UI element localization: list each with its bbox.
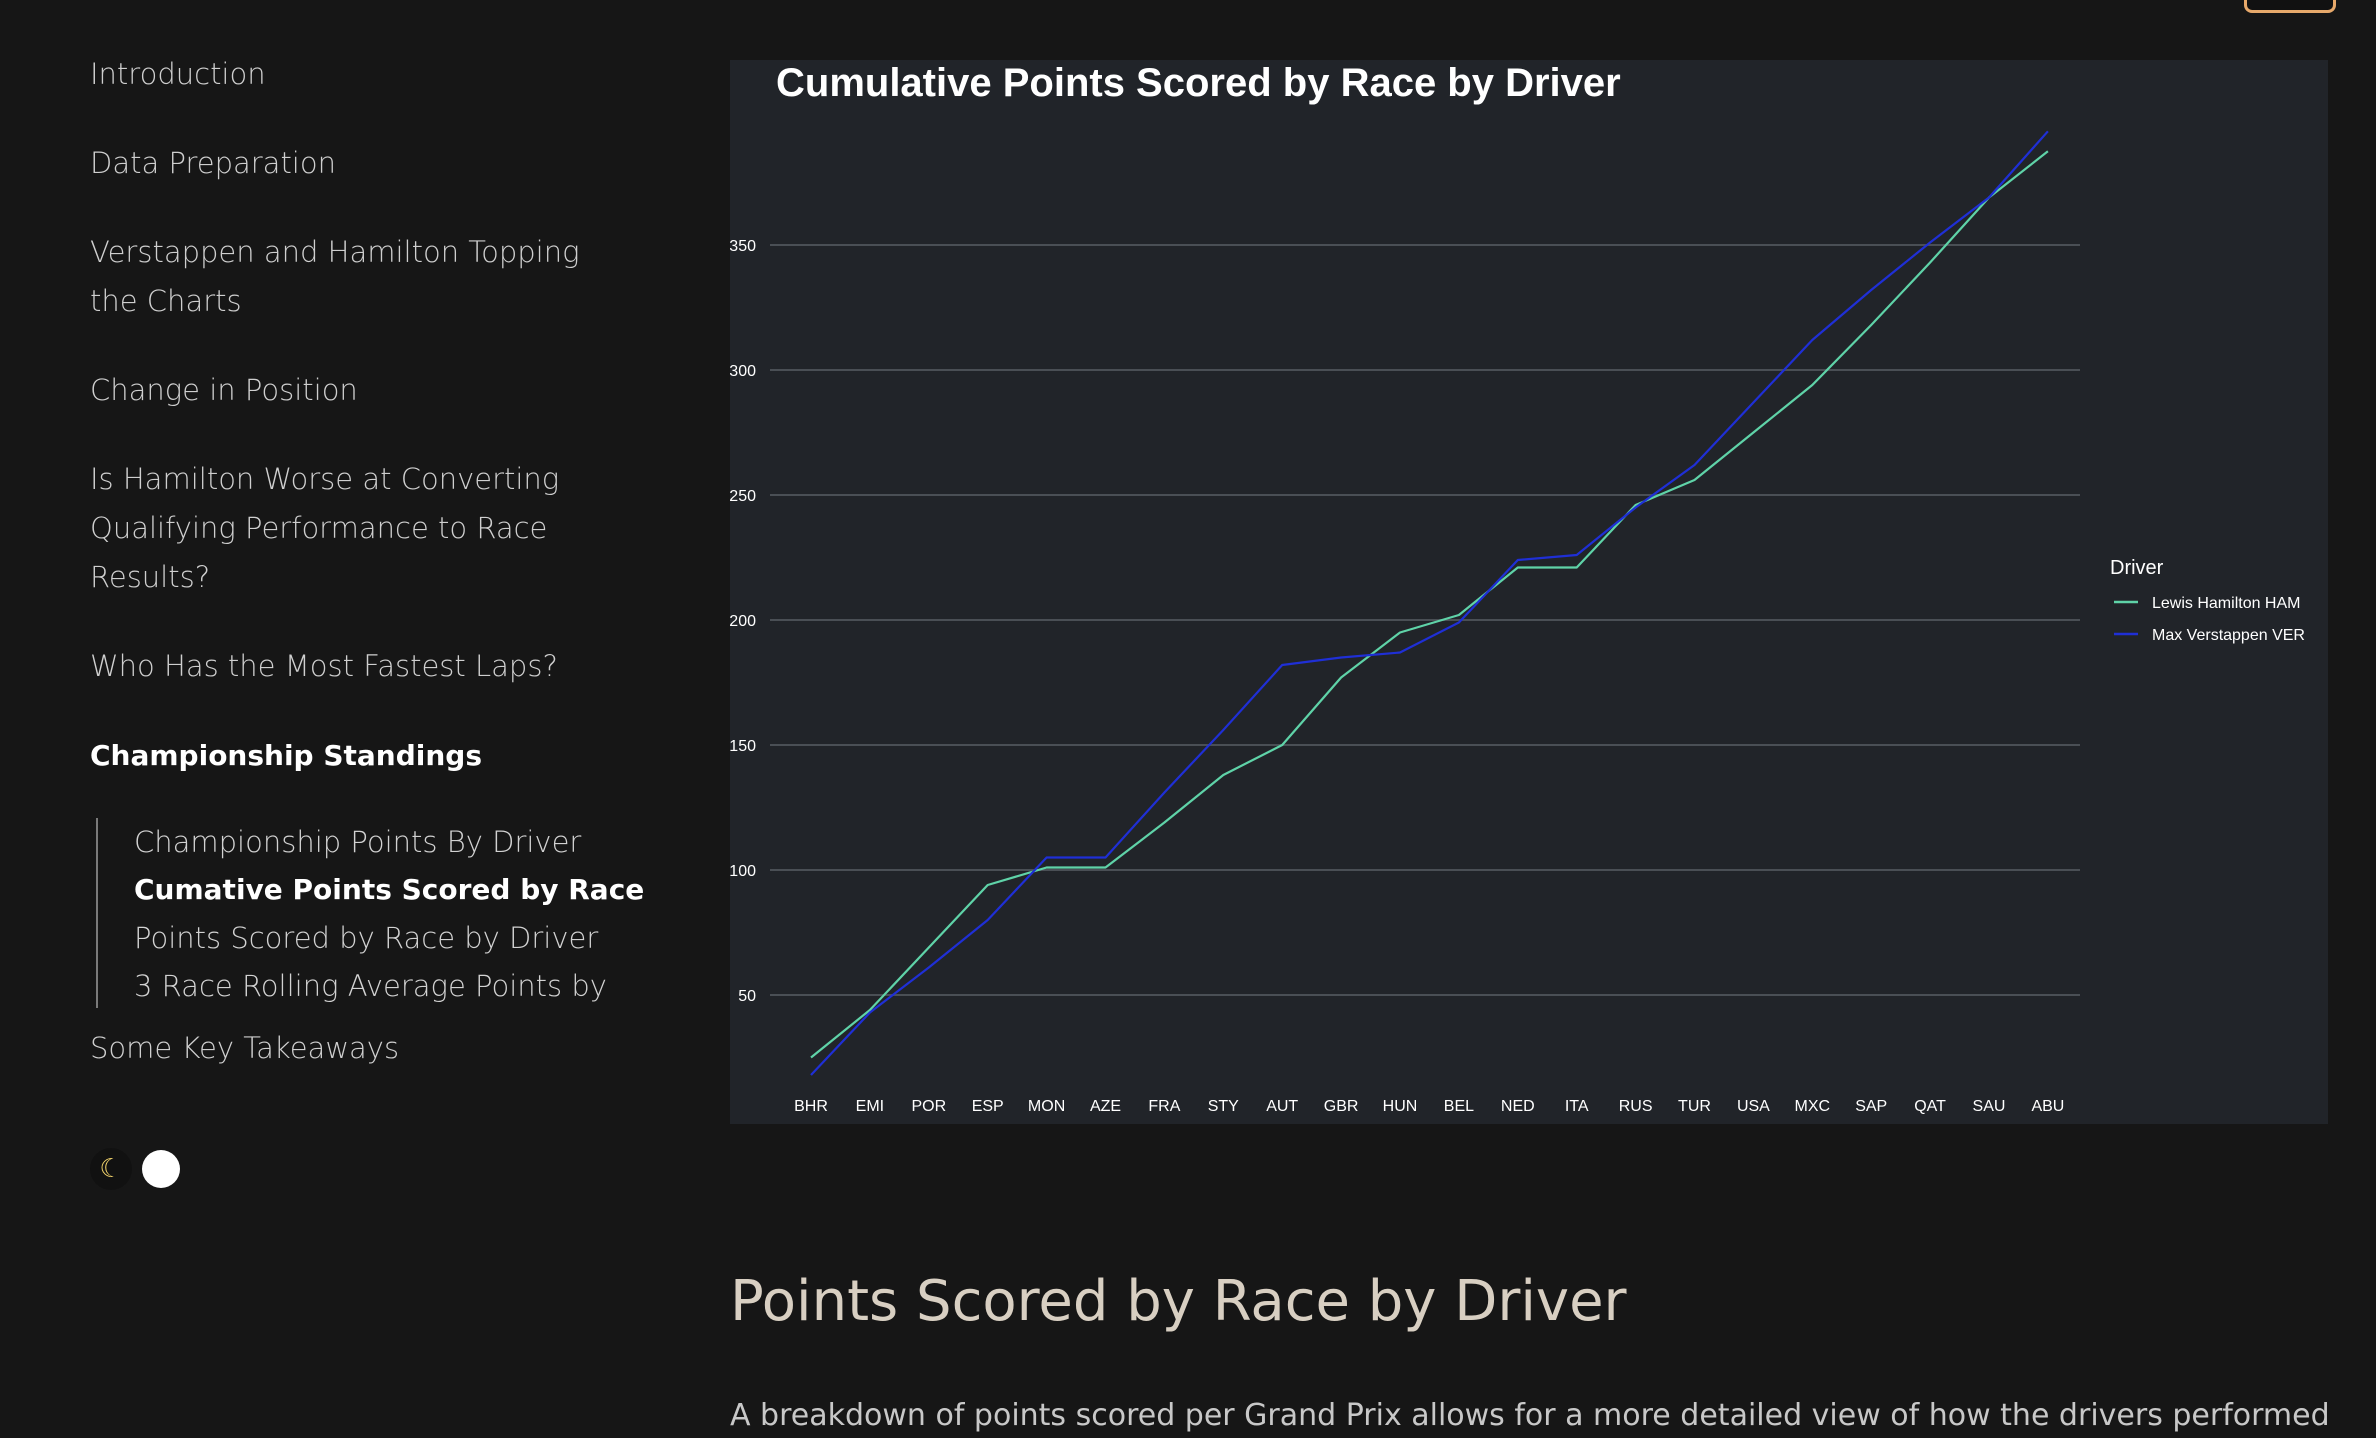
nav-item-introduction[interactable]: Introduction <box>90 57 266 91</box>
y-tick-label: 350 <box>730 238 756 255</box>
section-paragraph: A breakdown of points scored per Grand P… <box>730 1398 2330 1433</box>
section-heading: Points Scored by Race by Driver <box>730 1269 1627 1334</box>
nav-item-line: Qualifying Performance to Race <box>90 511 548 545</box>
sun-icon[interactable] <box>142 1150 180 1188</box>
x-tick-label: FRA <box>1148 1098 1180 1115</box>
x-tick-label: SAP <box>1855 1098 1887 1115</box>
cumulative-points-chart: Cumulative Points Scored by Race by Driv… <box>730 60 2328 1124</box>
y-tick-label: 50 <box>738 988 756 1005</box>
nav-item-line: Verstappen and Hamilton Topping <box>90 235 580 269</box>
x-tick-label: MXC <box>1795 1098 1831 1115</box>
x-tick-label: RUS <box>1619 1098 1653 1115</box>
chart-svg: Cumulative Points Scored by Race by Driv… <box>730 61 2305 1115</box>
series-line <box>810 150 2049 1059</box>
series-layer <box>810 130 2049 1076</box>
nav-item-championship-standings[interactable]: Championship Standings <box>90 739 483 772</box>
nav-item-line: the Charts <box>90 284 242 318</box>
x-tick-label: GBR <box>1324 1098 1359 1115</box>
y-tick-label: 200 <box>730 613 756 630</box>
moon-icon[interactable]: ☾ <box>90 1148 132 1190</box>
y-axis: 50 100 150 200 250 300 350 <box>730 238 756 1005</box>
y-tick-label: 250 <box>730 488 756 505</box>
nav-item-line: Results? <box>90 560 211 594</box>
x-tick-label: ABU <box>2031 1098 2064 1115</box>
x-tick-label: BEL <box>1444 1098 1474 1115</box>
x-tick-label: TUR <box>1678 1098 1711 1115</box>
legend: Driver Lewis Hamilton HAM Max Verstappen … <box>2110 557 2305 644</box>
nav-item-qualifying-conversion[interactable]: Is Hamilton Worse at Converting Qualifyi… <box>90 455 559 602</box>
x-tick-label: SAU <box>1973 1098 2006 1115</box>
x-tick-label: HUN <box>1383 1098 1418 1115</box>
sub-item-cumulative-points[interactable]: Cumative Points Scored by Race <box>134 873 645 906</box>
nav-item-line: Is Hamilton Worse at Converting <box>90 462 560 496</box>
x-tick-label: AZE <box>1090 1098 1121 1115</box>
x-tick-label: BHR <box>794 1098 828 1115</box>
y-tick-label: 100 <box>730 863 756 880</box>
legend-label: Max Verstappen VER <box>2152 627 2305 644</box>
x-tick-label: ITA <box>1565 1098 1589 1115</box>
nav-item-data-preparation[interactable]: Data Preparation <box>90 146 336 180</box>
x-tick-label: AUT <box>1266 1098 1298 1115</box>
sub-navigation: Championship Points By Driver Cumative P… <box>96 818 644 1008</box>
top-right-button[interactable] <box>2244 0 2336 13</box>
series-line <box>810 130 2049 1076</box>
theme-toggle[interactable]: ☾ <box>90 1148 186 1190</box>
sub-item-points-by-race[interactable]: Points Scored by Race by Driver <box>134 921 599 955</box>
x-tick-label: EMI <box>856 1098 884 1115</box>
sub-item-rolling-average[interactable]: 3 Race Rolling Average Points by <box>134 969 607 1003</box>
legend-label: Lewis Hamilton HAM <box>2152 595 2300 612</box>
x-tick-label: ESP <box>972 1098 1004 1115</box>
x-tick-label: USA <box>1737 1098 1770 1115</box>
x-axis: BHR EMI POR ESP MON AZE FRA STY AUT GBR HUN BEL NED I… <box>794 1098 2064 1115</box>
legend-title: Driver <box>2110 557 2164 579</box>
y-tick-label: 150 <box>730 738 756 755</box>
x-tick-label: STY <box>1208 1098 1239 1115</box>
nav-item-key-takeaways[interactable]: Some Key Takeaways <box>90 1031 400 1065</box>
x-tick-label: QAT <box>1914 1098 1946 1115</box>
x-tick-label: MON <box>1028 1098 1065 1115</box>
x-tick-label: NED <box>1501 1098 1535 1115</box>
x-tick-label: POR <box>911 1098 946 1115</box>
grid-layer <box>770 244 2080 996</box>
nav-item-verstappen-hamilton[interactable]: Verstappen and Hamilton Topping the Char… <box>90 228 579 326</box>
chart-title: Cumulative Points Scored by Race by Driv… <box>776 61 1621 105</box>
nav-item-change-in-position[interactable]: Change in Position <box>90 373 358 407</box>
nav-item-fastest-laps[interactable]: Who Has the Most Fastest Laps? <box>90 649 558 683</box>
sub-item-championship-points[interactable]: Championship Points By Driver <box>134 825 582 859</box>
y-tick-label: 300 <box>730 363 756 380</box>
